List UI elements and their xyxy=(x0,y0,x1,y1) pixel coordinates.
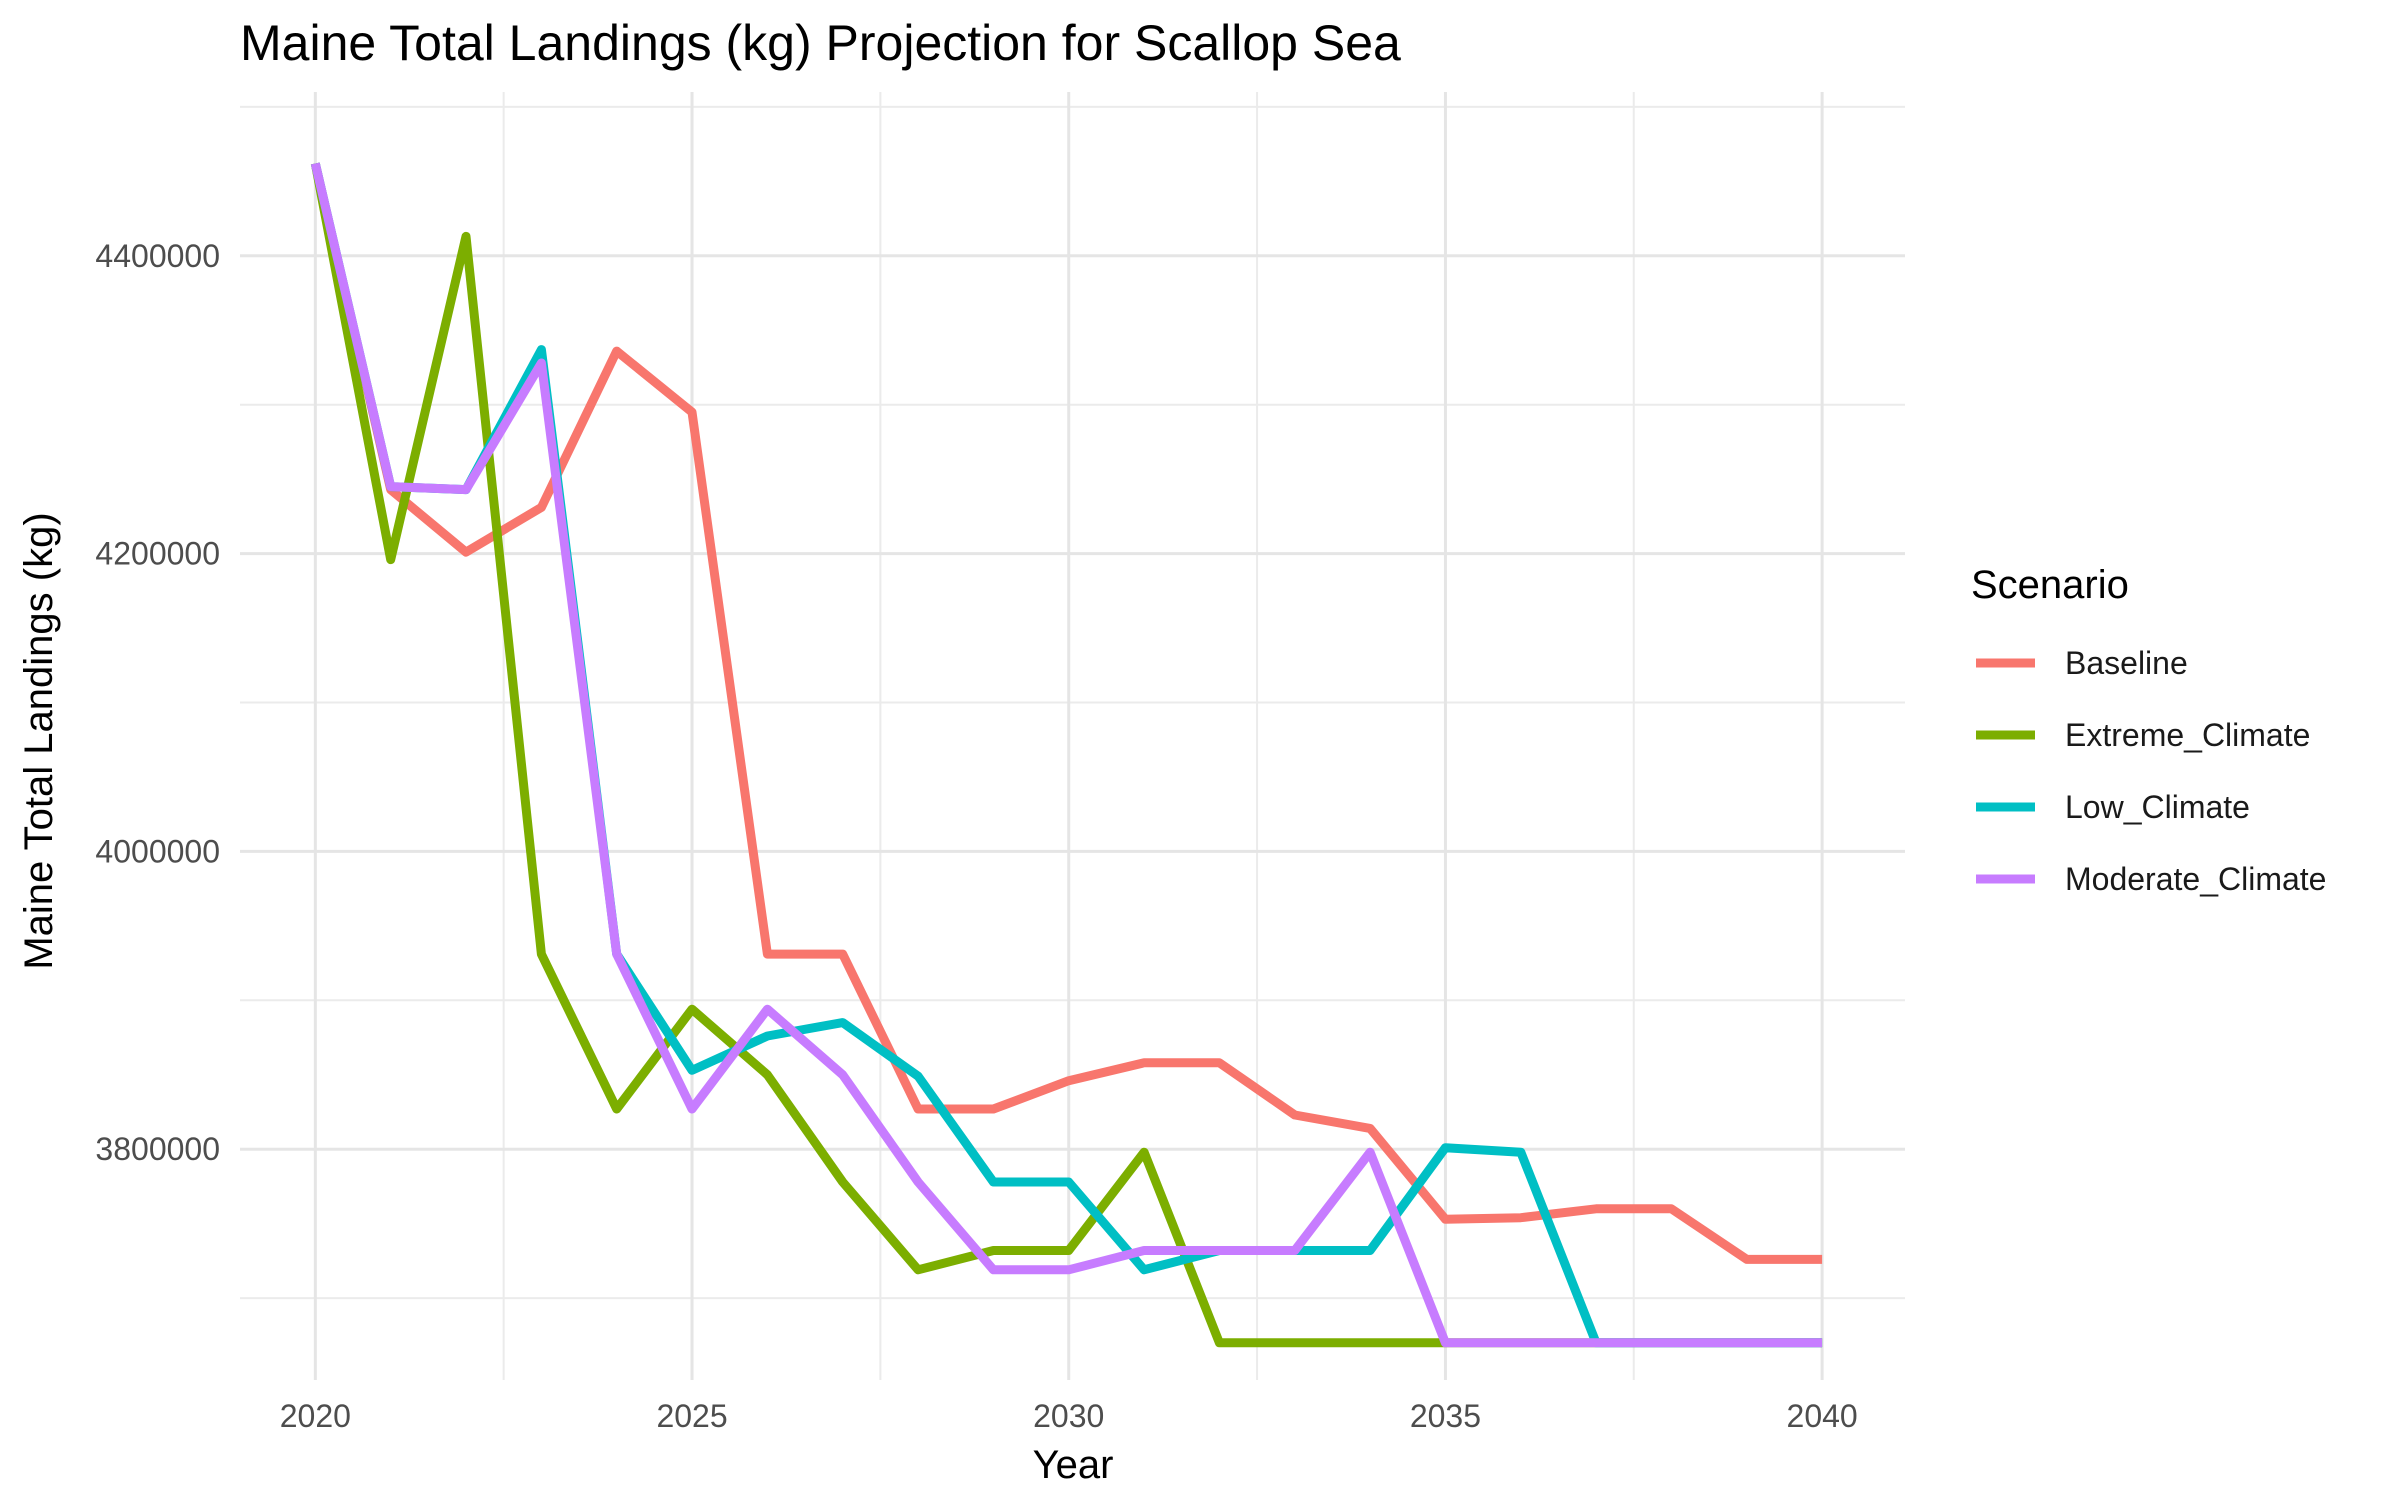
y-tick-label: 4200000 xyxy=(95,536,220,572)
y-tick-label: 3800000 xyxy=(95,1131,220,1167)
legend-item-baseline: Baseline xyxy=(1976,645,2188,681)
x-tick-label: 2020 xyxy=(280,1398,351,1434)
y-axis-title: Maine Total Landings (kg) xyxy=(17,512,61,969)
y-tick-label: 4400000 xyxy=(95,238,220,274)
x-tick-label: 2030 xyxy=(1033,1398,1104,1434)
y-tick-label: 4000000 xyxy=(95,833,220,869)
x-tick-label: 2040 xyxy=(1787,1398,1858,1434)
legend-label-moderate-climate: Moderate_Climate xyxy=(2065,861,2326,897)
legend-label-low-climate: Low_Climate xyxy=(2065,789,2250,825)
legend-title: Scenario xyxy=(1971,563,2129,607)
series-line-moderate-climate xyxy=(310,162,1823,1348)
x-axis-tick-labels: 2020 2025 2030 2035 2040 xyxy=(280,1398,1858,1434)
legend: Scenario Baseline Extreme_Climate Low_Clim… xyxy=(1971,563,2326,897)
series-line-baseline xyxy=(310,162,1823,1264)
legend-item-moderate-climate: Moderate_Climate xyxy=(1976,861,2326,897)
x-tick-label: 2025 xyxy=(656,1398,727,1434)
y-axis-tick-labels: 3800000 4000000 4200000 4400000 xyxy=(95,238,220,1167)
major-gridlines xyxy=(240,92,1905,1380)
x-tick-label: 2035 xyxy=(1410,1398,1481,1434)
chart-title: Maine Total Landings (kg) Projection for… xyxy=(240,15,1401,71)
x-axis-title: Year xyxy=(1033,1443,1114,1487)
legend-label-extreme-climate: Extreme_Climate xyxy=(2065,717,2310,753)
legend-item-extreme-climate: Extreme_Climate xyxy=(1976,717,2310,753)
series-lines xyxy=(310,162,1823,1348)
legend-item-low-climate: Low_Climate xyxy=(1976,789,2250,825)
legend-label-baseline: Baseline xyxy=(2065,645,2188,681)
